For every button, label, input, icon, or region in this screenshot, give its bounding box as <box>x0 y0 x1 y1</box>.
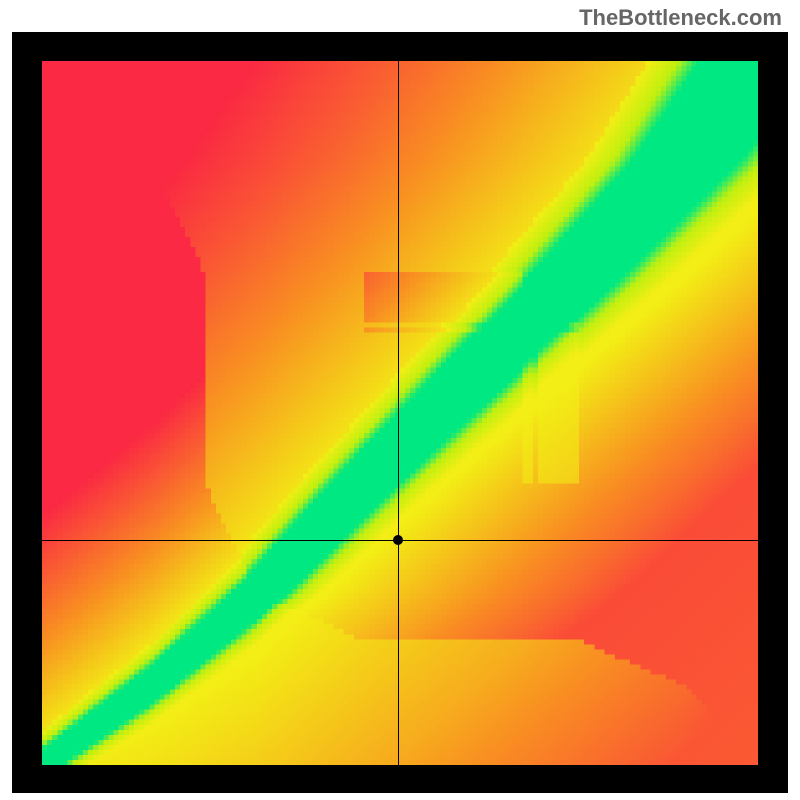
chart-outer-frame <box>12 32 788 793</box>
crosshair-vertical <box>398 61 399 765</box>
watermark-text: TheBottleneck.com <box>579 5 782 31</box>
data-point-marker <box>393 535 403 545</box>
chart-container: TheBottleneck.com <box>0 0 800 800</box>
heatmap-canvas <box>42 61 758 765</box>
chart-plot-area <box>42 61 758 765</box>
